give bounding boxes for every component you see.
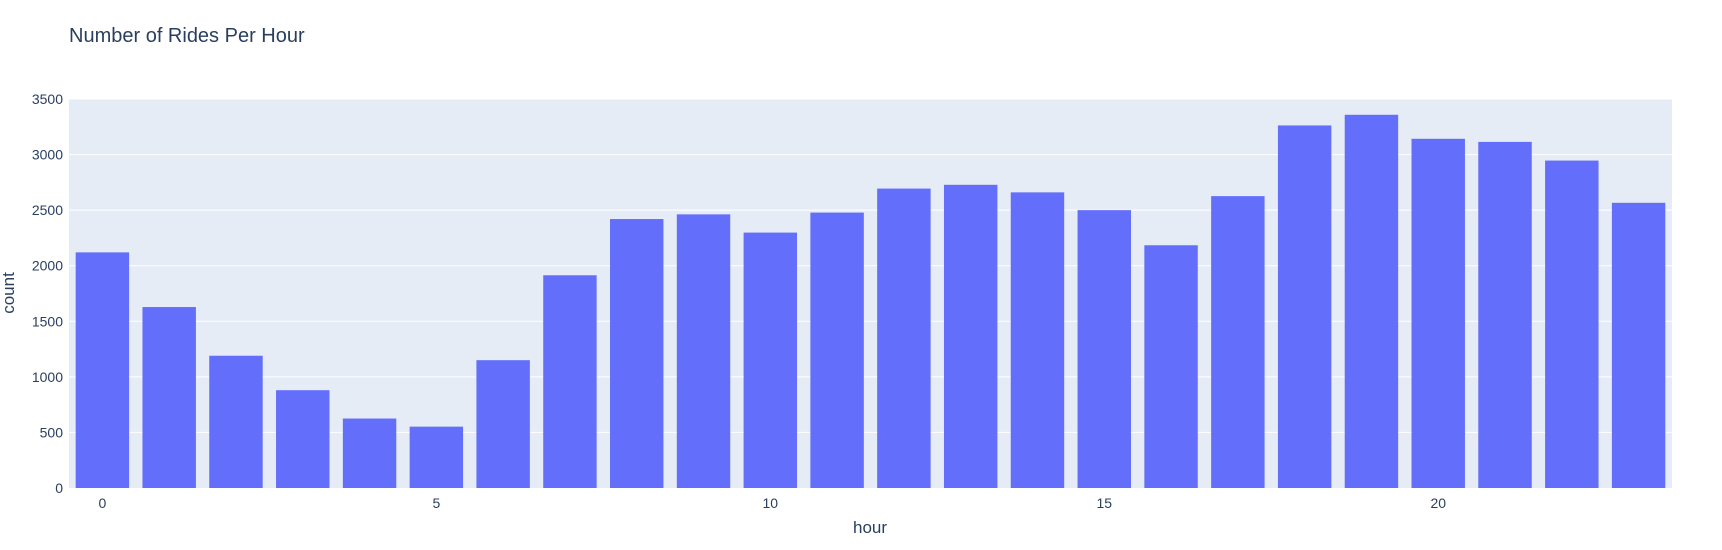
x-tick-label: 5 [432, 495, 440, 511]
x-tick-label: 0 [98, 495, 106, 511]
bar [543, 275, 597, 488]
bar [1611, 202, 1666, 488]
bar [1545, 160, 1599, 489]
y-tick-label: 1500 [32, 313, 63, 329]
y-tick-label: 2000 [32, 258, 63, 274]
bar [676, 214, 731, 489]
bar [877, 188, 931, 488]
bar [342, 418, 397, 488]
x-tick-label: 15 [1096, 495, 1112, 511]
bar [1478, 141, 1532, 489]
bar [1144, 245, 1198, 488]
bar [1211, 196, 1265, 488]
bar [610, 219, 664, 488]
y-tick-label: 1000 [32, 369, 63, 385]
bar [276, 390, 330, 488]
plot-area [69, 99, 1672, 488]
y-tick-label: 3000 [32, 147, 63, 163]
bar [209, 355, 263, 488]
bar [810, 212, 864, 488]
x-tick-label: 10 [763, 495, 779, 511]
y-tick-label: 3500 [32, 91, 63, 107]
y-axis-title: count [0, 272, 18, 314]
x-tick-label: 20 [1430, 495, 1446, 511]
bar [1010, 192, 1065, 489]
bar [142, 307, 196, 488]
bar [743, 232, 798, 488]
y-tick-label: 2500 [32, 202, 63, 218]
x-axis-ticks: 0 5 10 15 20 [98, 495, 1446, 511]
bar [75, 252, 130, 488]
bar [1411, 138, 1465, 489]
bar [409, 426, 464, 488]
bar [1344, 114, 1399, 488]
bar [943, 184, 998, 488]
bar [1277, 125, 1332, 489]
y-tick-label: 500 [40, 424, 64, 440]
gridlines [69, 98, 1672, 433]
y-tick-label: 0 [55, 480, 63, 496]
y-axis-ticks: 0 500 1000 1500 2000 2500 3000 3500 [32, 91, 63, 496]
bar [476, 360, 530, 488]
x-axis-title: hour [853, 518, 887, 537]
chart-title: Number of Rides Per Hour [69, 25, 305, 47]
bar [1077, 210, 1131, 488]
bars [75, 114, 1666, 489]
